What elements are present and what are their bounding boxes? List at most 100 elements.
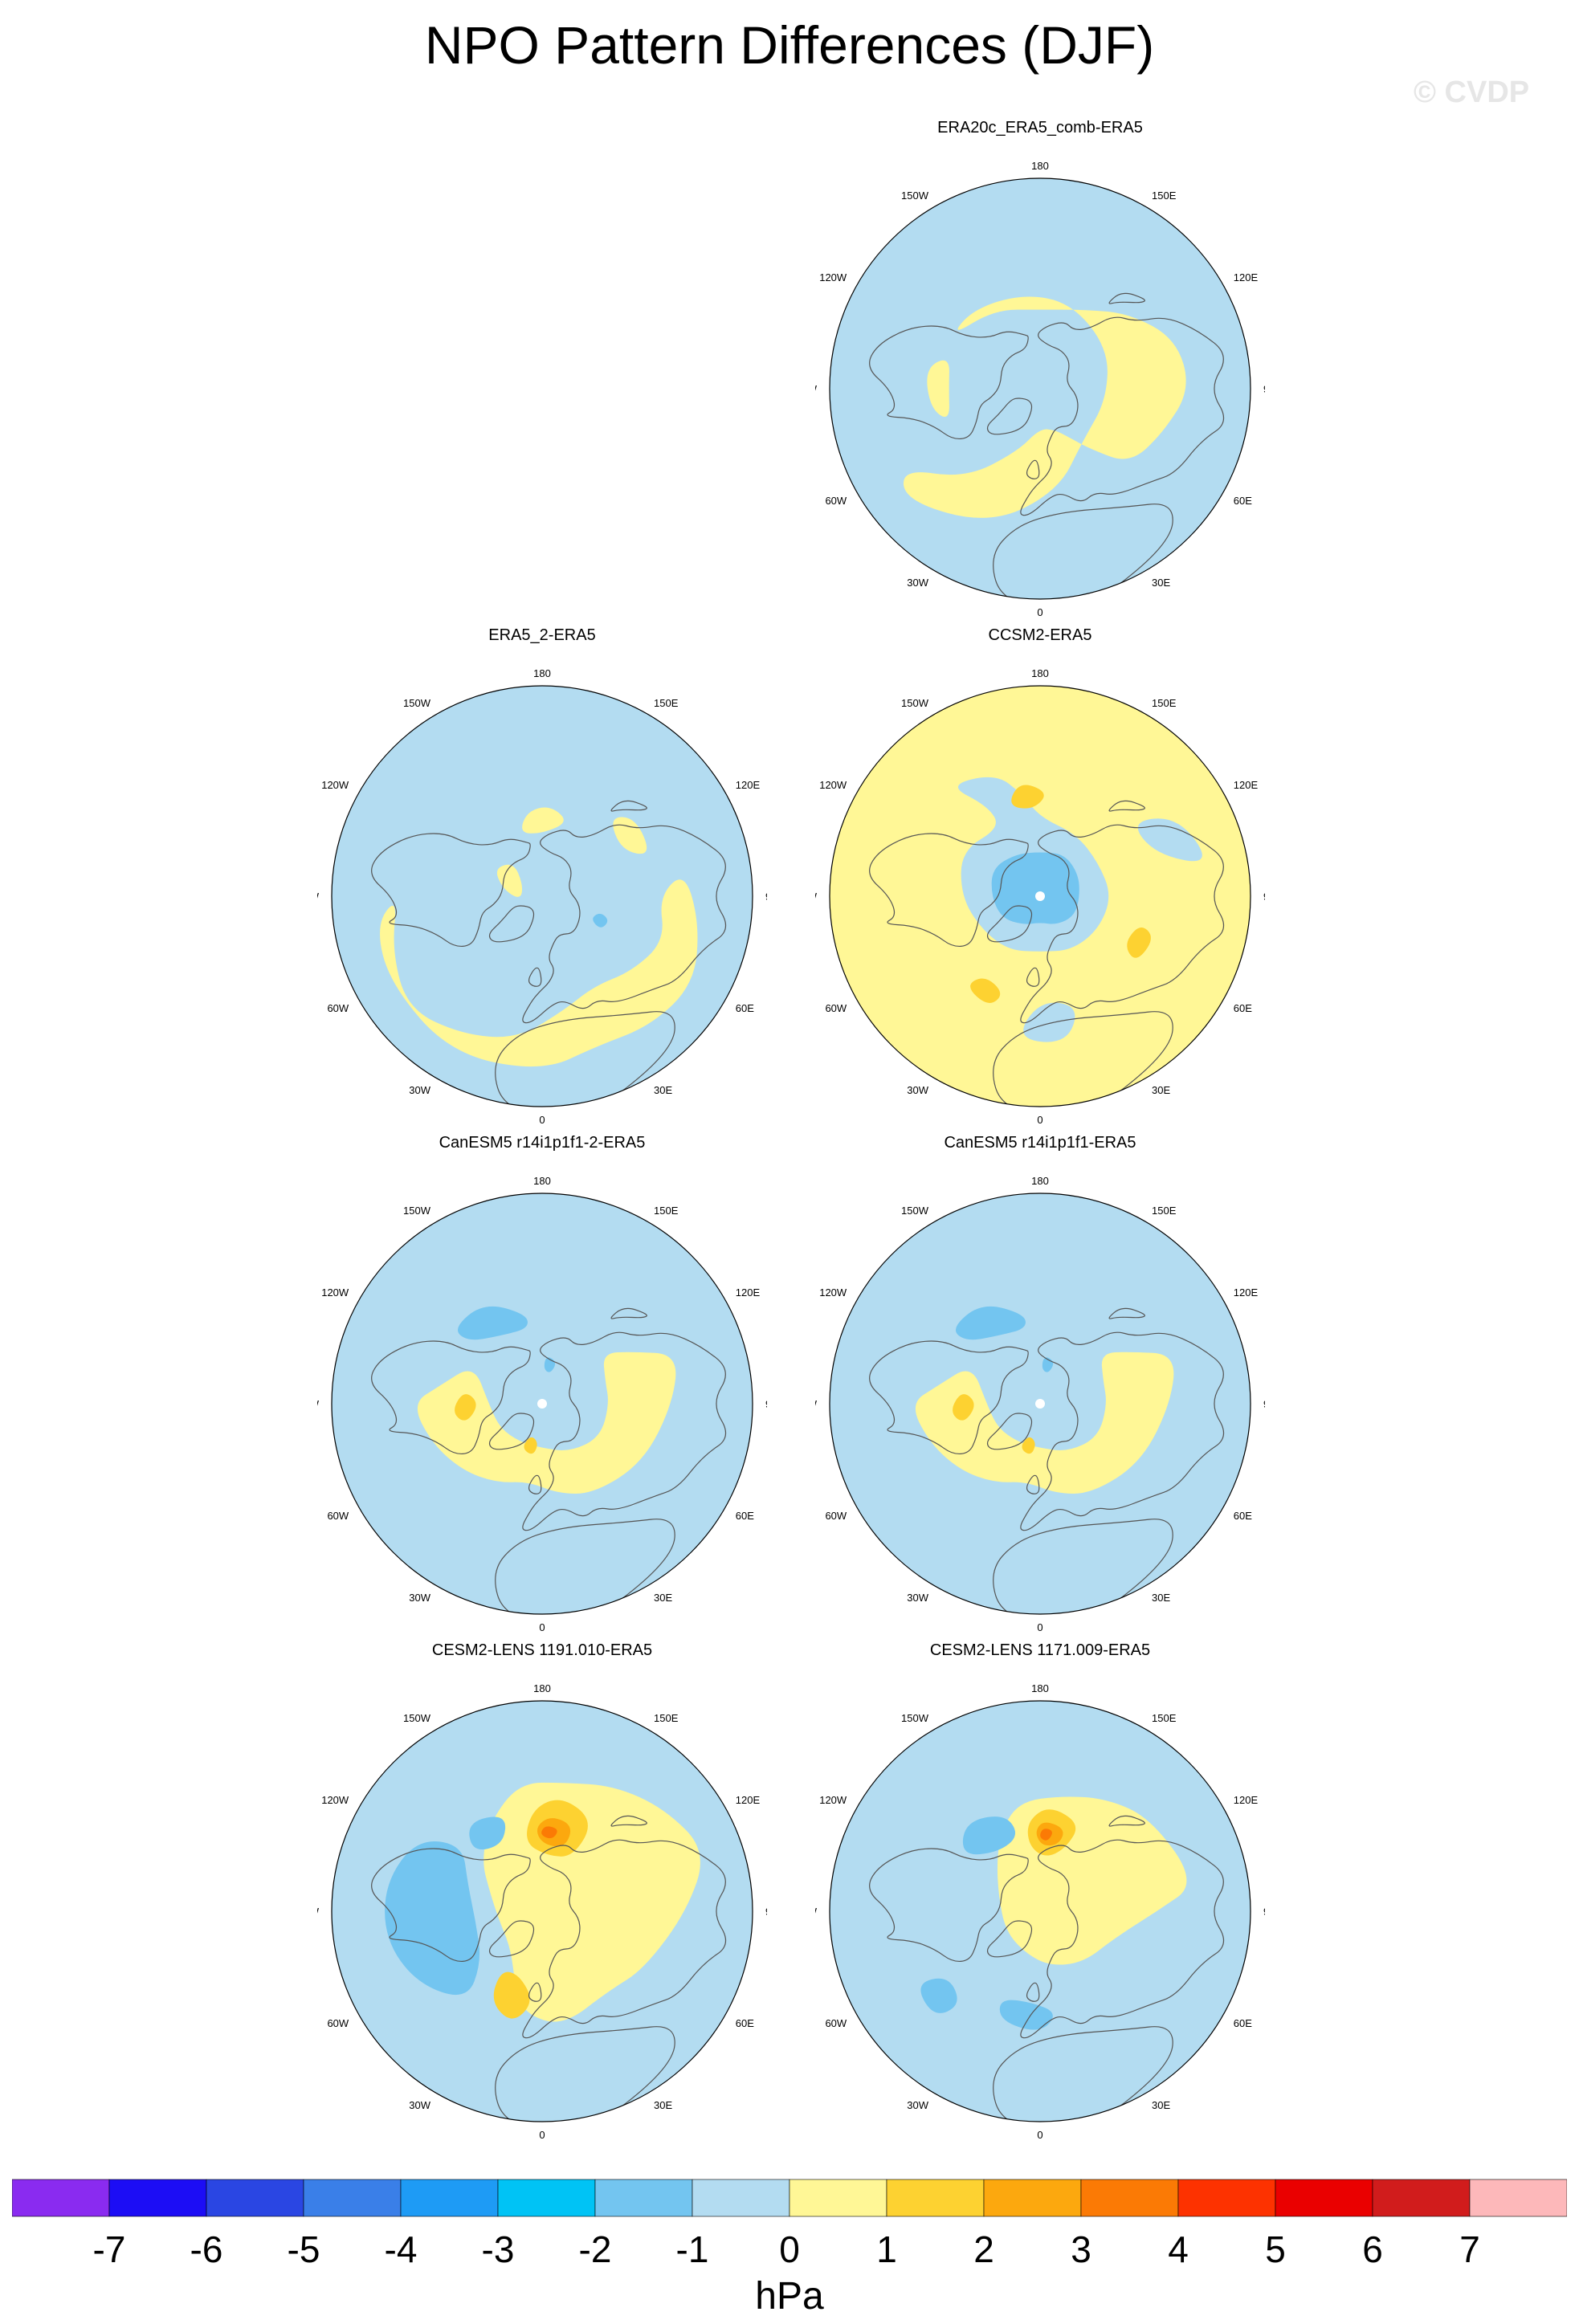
contour-region — [613, 817, 647, 854]
map-panel-cesm2_1171: CESM2-LENS 1171.009-ERA5 180 150E 120E 90E 60… — [815, 1641, 1265, 2141]
lon-label-mr: 90E — [1263, 891, 1265, 903]
lon-label-ul: 120W — [819, 1794, 847, 1806]
lon-label-ul: 120W — [321, 779, 349, 791]
colorbar-tick-label: 7 — [1459, 2228, 1480, 2270]
colorbar-swatch — [497, 2179, 596, 2217]
lon-label-tr: 150E — [654, 1205, 679, 1217]
contour-region — [541, 1826, 557, 1839]
colorbar-tick-label: 6 — [1362, 2228, 1383, 2270]
contour-region — [955, 1306, 1026, 1340]
map-panel-era5_2: ERA5_2-ERA5 180 150E 120E 90E 60E 30E 0 30W 60W 90… — [317, 626, 767, 1126]
contour-region — [962, 1816, 1016, 1855]
lon-label-br: 30E — [654, 1592, 672, 1604]
coastline — [371, 1340, 531, 1455]
contour-region — [496, 864, 523, 897]
colorbar-swatch — [886, 2179, 985, 2217]
contour-region — [469, 1816, 506, 1850]
lon-label-top: 180 — [1031, 160, 1049, 172]
coastline — [528, 1474, 542, 1494]
cvdp-watermark: © CVDP — [1414, 75, 1530, 109]
lon-label-tl: 150W — [403, 697, 431, 709]
lon-label-lr: 60E — [1234, 2017, 1252, 2029]
lon-label-lr: 60E — [1234, 1510, 1252, 1522]
coastline — [1026, 459, 1040, 479]
map-panel-era20c: ERA20c_ERA5_comb-ERA5 180 150E 120E 90E 60E 30… — [815, 119, 1265, 618]
lon-label-br: 30E — [1152, 1592, 1170, 1604]
panel-title: CanESM5 r14i1p1f1-ERA5 — [944, 1134, 1136, 1152]
lon-label-lr: 60E — [1234, 495, 1252, 507]
lon-label-tr: 150E — [654, 697, 679, 709]
lon-label-top: 180 — [533, 1175, 551, 1187]
coastline — [371, 833, 531, 948]
colorbar-swatch — [400, 2179, 499, 2217]
lon-label-br: 30E — [654, 2099, 672, 2111]
lon-label-ml: 90W — [317, 891, 320, 903]
lon-label-ml: 90W — [317, 1398, 320, 1410]
lon-label-top: 180 — [533, 667, 551, 679]
pole-marker — [537, 1399, 547, 1409]
contour-region — [953, 1394, 974, 1421]
lon-label-lr: 60E — [1234, 1002, 1252, 1014]
colorbar-tick-label: 0 — [779, 2228, 800, 2270]
colorbar: -7 -6 -5 -4 -3 -2 -1 0 1 2 3 4 5 6 7 — [12, 2179, 1567, 2270]
coastline — [993, 504, 1173, 599]
lon-label-tl: 150W — [403, 1205, 431, 1217]
lon-label-ur: 120E — [736, 1286, 761, 1299]
colorbar-tick-label: -5 — [288, 2228, 320, 2270]
coastline — [1108, 800, 1145, 812]
contour-region — [417, 1352, 676, 1494]
colorbar-swatch — [692, 2179, 790, 2217]
lon-label-mr: 90E — [765, 1398, 767, 1410]
page-title: NPO Pattern Differences (DJF) — [424, 15, 1155, 75]
lon-label-ml: 90W — [815, 383, 818, 395]
colorbar-tick-label: -7 — [93, 2228, 126, 2270]
coastline — [993, 2026, 1173, 2122]
coastline — [1108, 1307, 1145, 1319]
contour-region — [1023, 1002, 1075, 1042]
lon-label-mr: 90E — [765, 891, 767, 903]
contour-region — [385, 1841, 480, 1996]
colorbar-swatch — [1469, 2179, 1567, 2217]
lon-label-ll: 60W — [327, 1002, 349, 1014]
lon-label-lr: 60E — [736, 2017, 754, 2029]
lon-label-bottom: 0 — [1037, 1621, 1042, 1633]
coastline — [610, 1815, 647, 1827]
coastline — [869, 1848, 1029, 1963]
lon-label-bl: 30W — [907, 2099, 928, 2111]
contour-region — [920, 1978, 957, 2013]
contour-region — [1040, 1829, 1052, 1841]
map-panel-canesm5: CanESM5 r14i1p1f1-ERA5 180 150E 120E 90E 60E 3… — [815, 1134, 1265, 1633]
coastline — [993, 1519, 1173, 1614]
lon-label-bl: 30W — [409, 2099, 430, 2111]
lon-label-mr: 90E — [1263, 383, 1265, 395]
contour-region — [1022, 1437, 1035, 1454]
lon-label-mr: 90E — [1263, 1906, 1265, 1918]
lon-label-tl: 150W — [901, 697, 929, 709]
colorbar-swatch — [789, 2179, 887, 2217]
map-border — [829, 1700, 1251, 2122]
coastline — [1020, 824, 1225, 1024]
lon-label-tl: 150W — [901, 1712, 929, 1724]
coastline — [371, 1848, 531, 1963]
lon-label-br: 30E — [654, 1084, 672, 1096]
lon-label-ur: 120E — [736, 1794, 761, 1806]
contour-region — [1011, 785, 1044, 809]
colorbar-swatch — [594, 2179, 693, 2217]
panel-title: CCSM2-ERA5 — [988, 626, 1092, 644]
coastline — [986, 1413, 1033, 1450]
polar-map: 180 150E 120E 90E 60E 30E 0 30W 60W 90W 120W 150W — [317, 1175, 767, 1633]
contour-region — [991, 852, 1079, 924]
lon-label-bl: 30W — [907, 577, 928, 589]
map-border — [829, 177, 1251, 600]
map-border — [331, 1193, 753, 1615]
colorbar-tick-label: 4 — [1168, 2228, 1189, 2270]
polar-map: 180 150E 120E 90E 60E 30E 0 30W 60W 90W 120W 150W — [317, 667, 767, 1126]
contour-region — [1137, 818, 1202, 862]
lon-label-br: 30E — [1152, 2099, 1170, 2111]
coastline — [1026, 1474, 1040, 1494]
lon-label-tl: 150W — [901, 190, 929, 202]
lon-label-bottom: 0 — [539, 2129, 545, 2141]
colorbar-swatch — [983, 2179, 1082, 2217]
contour-region — [915, 1352, 1174, 1494]
lon-label-ul: 120W — [321, 1286, 349, 1299]
